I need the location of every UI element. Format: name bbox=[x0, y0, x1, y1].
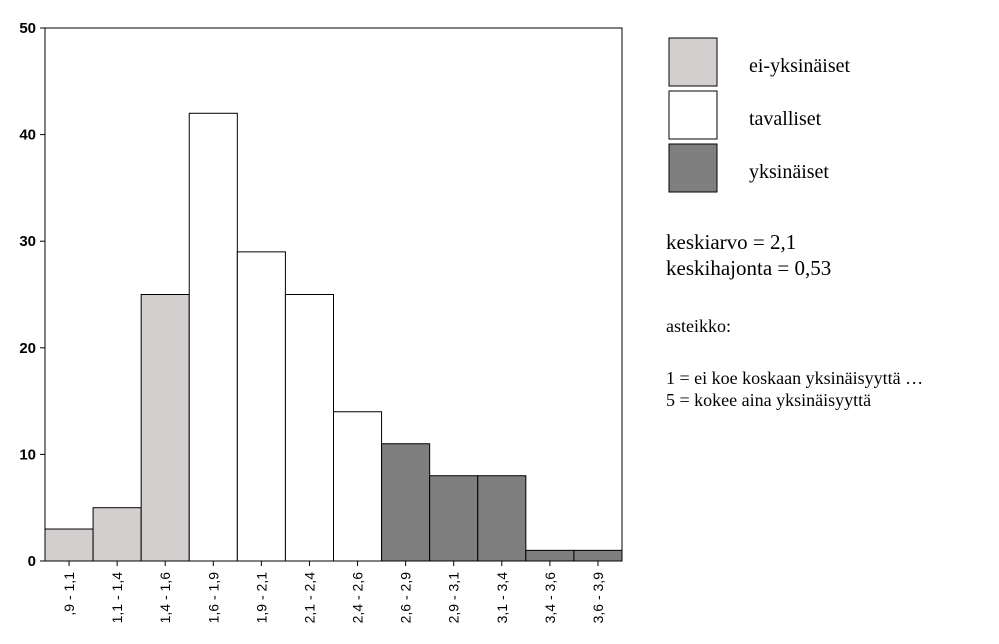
sd-text: keskihajonta = 0,53 bbox=[666, 256, 831, 280]
bar-6 bbox=[333, 411, 383, 562]
x-tick-label-2: 1,4 - 1,6 bbox=[157, 572, 173, 624]
x-tick-label-3: 1,6 - 1,9 bbox=[205, 572, 221, 624]
legend-swatch-tavalliset bbox=[668, 90, 718, 140]
x-tick-label-0: ,9 - 1,1 bbox=[61, 572, 77, 616]
bar-5 bbox=[284, 294, 335, 562]
legend-label-ei-yksinaiset: ei-yksinäiset bbox=[749, 55, 851, 77]
legend-swatch-ei-yksinaiset bbox=[668, 37, 718, 87]
statistics-info: keskiarvo = 2,1 keskihajonta = 0,53 aste… bbox=[666, 230, 923, 410]
bar-2 bbox=[140, 294, 190, 562]
y-tick-label-0: 0 bbox=[28, 553, 36, 570]
x-tick-label-6: 2,4 - 2,6 bbox=[350, 572, 366, 624]
bar-10 bbox=[525, 549, 575, 562]
x-tick-label-9: 3,1 - 3,4 bbox=[494, 572, 510, 624]
bar-3 bbox=[188, 112, 238, 562]
legend-label-yksinaiset: yksinäiset bbox=[749, 161, 829, 183]
bars-group bbox=[44, 112, 623, 562]
x-tick-label-11: 3,6 - 3,9 bbox=[590, 572, 606, 624]
bar-9 bbox=[477, 475, 527, 562]
bar-1 bbox=[92, 507, 142, 562]
bar-11 bbox=[573, 549, 623, 562]
bar-7 bbox=[381, 443, 431, 562]
y-axis: 0 10 20 30 40 50 bbox=[19, 20, 45, 570]
scale-min-text: 1 = ei koe koskaan yksinäisyyttä … bbox=[666, 368, 923, 388]
scale-max-text: 5 = kokee aina yksinäisyyttä bbox=[666, 390, 871, 410]
legend-swatch-yksinaiset bbox=[668, 143, 718, 193]
legend-label-tavalliset: tavalliset bbox=[749, 108, 822, 130]
x-tick-label-4: 1,9 - 2,1 bbox=[253, 572, 269, 624]
x-tick-label-1: 1,1 - 1,4 bbox=[109, 572, 125, 624]
bar-4 bbox=[236, 251, 286, 562]
bar-8 bbox=[429, 475, 479, 562]
x-tick-label-5: 2,1 - 2,4 bbox=[301, 572, 317, 624]
bar-0 bbox=[44, 528, 94, 562]
y-tick-label-3: 30 bbox=[19, 233, 36, 250]
y-tick-label-1: 10 bbox=[19, 446, 36, 463]
mean-text: keskiarvo = 2,1 bbox=[666, 230, 796, 254]
legend: ei-yksinäiset tavalliset yksinäiset bbox=[668, 37, 851, 193]
x-axis: ,9 - 1,1 1,1 - 1,4 1,4 - 1,6 1,6 - 1,9 1,9 -… bbox=[61, 561, 606, 623]
x-tick-label-7: 2,6 - 2,9 bbox=[398, 572, 414, 624]
x-tick-label-10: 3,4 - 3,6 bbox=[542, 572, 558, 624]
y-tick-label-5: 50 bbox=[19, 20, 36, 37]
x-tick-label-8: 2,9 - 3,1 bbox=[446, 572, 462, 624]
y-tick-label-2: 20 bbox=[19, 340, 36, 357]
scale-title: asteikko: bbox=[666, 316, 731, 336]
y-tick-label-4: 40 bbox=[19, 127, 36, 144]
